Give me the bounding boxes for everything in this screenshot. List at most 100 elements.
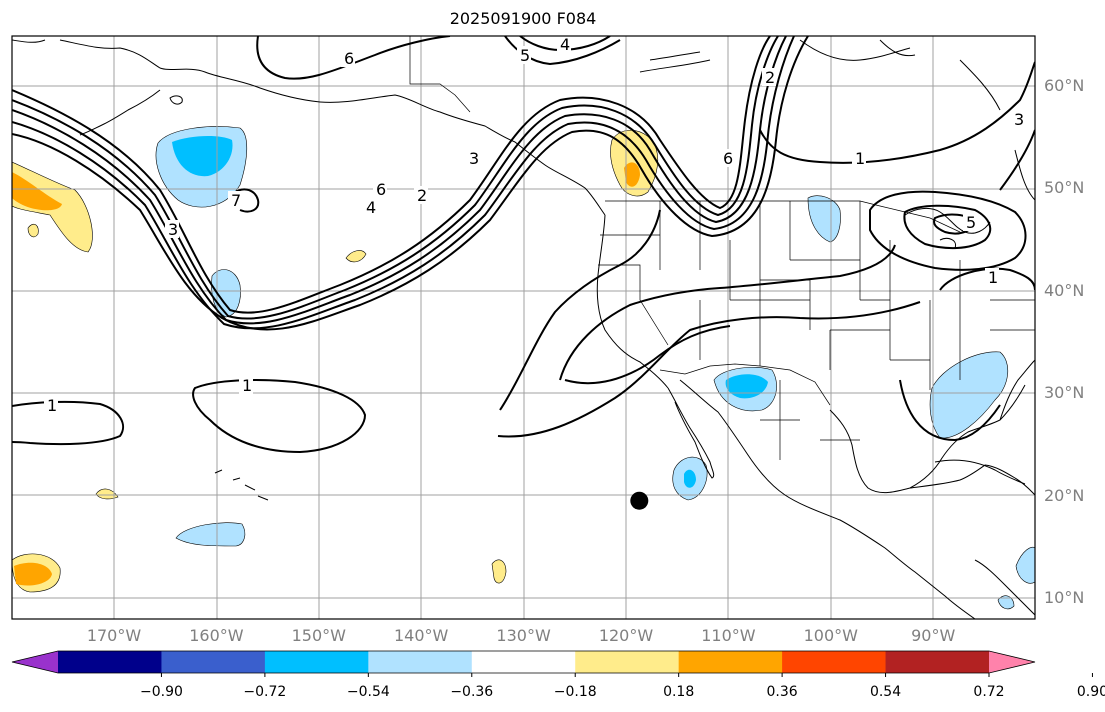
map-frame (11, 35, 1036, 620)
contour-label: 3 (469, 149, 479, 168)
longitude-label: 140°W (394, 626, 449, 645)
negative-anomaly-central-america (1015, 546, 1035, 584)
alaska-canada-border (409, 36, 471, 113)
contour-label: 1 (855, 149, 865, 168)
colorbar-label: 0.72 (973, 684, 1005, 700)
negative-anomaly-dakotas (807, 195, 841, 243)
colorbar-extend-max (989, 651, 1035, 673)
colorbar-label: −0.18 (553, 684, 597, 700)
storm-position-marker (630, 491, 649, 510)
colorbar-segment (678, 651, 783, 673)
baja-california (667, 387, 715, 479)
contour-trough-4 (12, 36, 795, 330)
contour-aleutian-loop (231, 188, 260, 213)
colorbar-extend-min (12, 651, 58, 673)
hudson-bay-edge (799, 39, 916, 61)
longitude-label: 110°W (701, 626, 756, 645)
longitude-label: 90°W (911, 626, 956, 645)
colorbar-label: 0.18 (663, 684, 695, 700)
contour-ridge-inner-2 (559, 244, 896, 381)
longitude-label: 150°W (291, 626, 346, 645)
negative-anomaly-hawaii-east (175, 522, 246, 547)
latitude-label: 50°N (1044, 178, 1085, 198)
contour-label: 1 (47, 396, 57, 415)
latitude-label: 20°N (1044, 485, 1085, 505)
mexico-west-coast (679, 379, 976, 619)
negative-anomaly-small-se (997, 595, 1015, 610)
negative-anomaly-baja-core (684, 469, 696, 488)
colorbar-label: −0.90 (139, 684, 183, 700)
contour-ridge-loop (564, 325, 731, 385)
us-canada-border (605, 200, 961, 233)
positive-anomaly-small-1 (27, 223, 39, 238)
positive-anomaly-west-edge-core (12, 172, 62, 211)
colorbar-label: −0.54 (346, 684, 390, 700)
negative-anomaly-gulf-coast (929, 351, 1008, 439)
longitude-label: 130°W (496, 626, 551, 645)
colorbar (11, 650, 1093, 677)
contour-label: 3 (1014, 110, 1024, 129)
us-mexico-border (659, 363, 831, 406)
central-america (974, 559, 1035, 616)
state-lines-east (829, 201, 1035, 390)
colorbar-outline (11, 650, 1036, 674)
colorbar-segment (575, 651, 680, 673)
colorbar-segment (368, 651, 473, 673)
contour-label: 3 (168, 220, 178, 239)
latitude-label: 60°N (1044, 76, 1085, 95)
longitude-label: 100°W (803, 626, 858, 645)
state-lines-west (598, 201, 860, 366)
negative-anomaly-mexico-north-core (725, 374, 768, 399)
colorbar-label: −0.36 (450, 684, 494, 700)
coastlines (12, 39, 1035, 619)
map-title: 2025091900 F084 (449, 9, 597, 28)
contour-ridge-inner (497, 301, 921, 438)
contour-trough-outer (12, 36, 771, 314)
contour-label: 6 (376, 180, 386, 199)
latitude-label: 10°N (1044, 588, 1085, 607)
contour-ridge-west (499, 209, 661, 411)
alaska-coastline (12, 39, 606, 216)
colorbar-segment (782, 651, 887, 673)
contour-label: 6 (723, 149, 733, 168)
contour-1-pacific-west (12, 400, 125, 446)
contour-great-lakes-low (869, 190, 1027, 271)
canada-islands (639, 51, 1035, 201)
contour-great-lakes-low-2 (903, 204, 992, 250)
kodiak (169, 95, 183, 105)
positive-anomaly-coast-bc-core (624, 162, 640, 187)
longitude-label: 160°W (189, 626, 244, 645)
contour-great-lakes-low-3 (933, 213, 977, 235)
contour-label: 5 (520, 46, 530, 65)
latitude-label: 40°N (1044, 280, 1085, 300)
cuba (934, 459, 1026, 485)
mexico-state-lines (760, 380, 860, 460)
contour-label-group: 6 4 5 6 2 1 3 6 2 4 7 3 1 1 1 5 3 (44, 35, 1025, 415)
colorbar-label: −0.72 (243, 684, 287, 700)
positive-anomaly-southwest-core (14, 562, 52, 586)
colorbar-segment (264, 651, 369, 673)
colorbar-label: 0.90 (1076, 684, 1105, 700)
contour-label: 5 (966, 213, 976, 232)
colorbar-segment (471, 651, 576, 673)
contour-label: 2 (417, 186, 427, 205)
longitude-label: 170°W (86, 626, 142, 645)
political-boundaries (409, 36, 1035, 460)
contour-lines (12, 36, 1035, 454)
contour-label: 7 (231, 191, 241, 210)
contour-1-southeast (899, 267, 1035, 442)
alaska-peninsula (79, 89, 161, 136)
positive-anomaly-small-3 (491, 559, 507, 584)
contour-6-north (256, 36, 451, 80)
gulf-of-mexico-coast (829, 384, 1026, 494)
colorbar-segment (161, 651, 266, 673)
positive-anomaly-small-2 (345, 250, 367, 263)
graticule (12, 36, 1035, 619)
colorbar-label: 0.54 (869, 684, 902, 700)
contour-label: 1 (242, 376, 252, 395)
colorbar-segment (58, 651, 162, 673)
longitude-label: 120°W (598, 626, 654, 645)
contour-1-canada (759, 61, 1035, 164)
hawaii-islands (214, 469, 269, 501)
